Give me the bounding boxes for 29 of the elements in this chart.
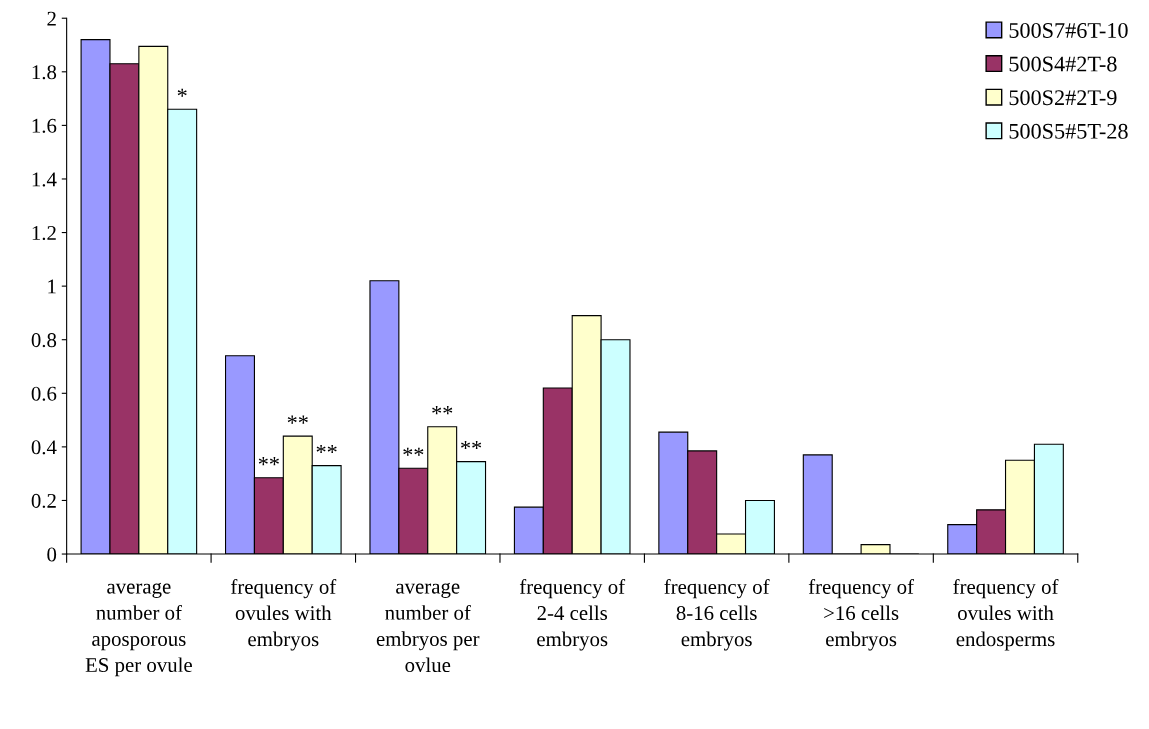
x-tick-label: frequency of 2-4 cells embryos: [519, 579, 626, 651]
legend-label: 500S7#6T-10: [1009, 22, 1128, 38]
x-tick-label: average number of aposporous ES per ovule: [85, 582, 192, 677]
annotation: **: [316, 444, 337, 454]
annotation: **: [403, 447, 424, 456]
y-tick-label: 0: [47, 547, 57, 562]
x-tick-label: frequency of ovules with embryos: [231, 579, 337, 651]
y-tick-label: 0.4: [31, 440, 57, 455]
annotation: **: [287, 415, 308, 424]
y-tick-label: 0.2: [31, 493, 56, 508]
annotation: **: [258, 457, 279, 466]
x-tick-label: frequency of ovules with endosperms: [953, 579, 1059, 651]
legend-label: 500S4#2T-8: [1009, 56, 1117, 72]
x-tick-label: frequency of >16 cells embryos: [808, 579, 915, 651]
y-tick-label: 1.8: [32, 65, 57, 80]
x-tick-label: average number of embryos per ovlue: [376, 582, 480, 673]
x-tick-label: frequency of 8-16 cells embryos: [664, 579, 770, 651]
y-tick-label: 1.2: [32, 225, 56, 241]
y-tick-label: 1.4: [32, 172, 57, 187]
annotation: **: [432, 406, 453, 415]
y-tick-label: 0.6: [31, 386, 57, 401]
legend-label: 500S2#2T-9: [1009, 90, 1117, 106]
y-tick-label: 0.8: [31, 333, 57, 348]
annotation: *: [177, 88, 187, 97]
y-tick-label: 2: [47, 11, 56, 26]
y-tick-label: 1: [48, 279, 56, 294]
y-tick-label: 1.6: [32, 118, 57, 133]
annotation: **: [461, 440, 482, 450]
legend-label: 500S5#5T-28: [1009, 123, 1128, 139]
